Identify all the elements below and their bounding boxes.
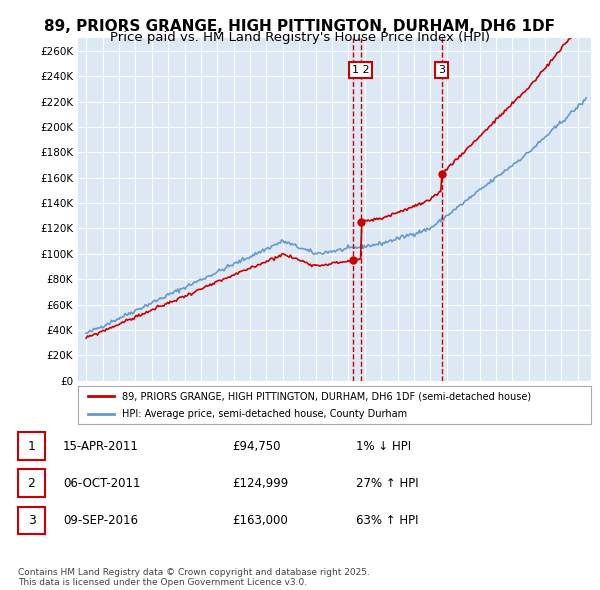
Text: 3: 3 bbox=[28, 514, 35, 527]
Text: 06-OCT-2011: 06-OCT-2011 bbox=[63, 477, 140, 490]
Text: £94,750: £94,750 bbox=[232, 440, 281, 453]
Text: Contains HM Land Registry data © Crown copyright and database right 2025.
This d: Contains HM Land Registry data © Crown c… bbox=[18, 568, 370, 587]
Text: 1: 1 bbox=[28, 440, 35, 453]
Text: 2: 2 bbox=[28, 477, 35, 490]
Text: HPI: Average price, semi-detached house, County Durham: HPI: Average price, semi-detached house,… bbox=[122, 409, 407, 418]
FancyBboxPatch shape bbox=[18, 507, 45, 534]
Text: £163,000: £163,000 bbox=[232, 514, 288, 527]
Text: 15-APR-2011: 15-APR-2011 bbox=[63, 440, 139, 453]
Text: 89, PRIORS GRANGE, HIGH PITTINGTON, DURHAM, DH6 1DF (semi-detached house): 89, PRIORS GRANGE, HIGH PITTINGTON, DURH… bbox=[122, 392, 531, 401]
Text: 3: 3 bbox=[438, 65, 445, 75]
Text: 27% ↑ HPI: 27% ↑ HPI bbox=[356, 477, 419, 490]
Text: 63% ↑ HPI: 63% ↑ HPI bbox=[356, 514, 419, 527]
Text: 1% ↓ HPI: 1% ↓ HPI bbox=[356, 440, 412, 453]
Text: 09-SEP-2016: 09-SEP-2016 bbox=[63, 514, 138, 527]
Text: Price paid vs. HM Land Registry's House Price Index (HPI): Price paid vs. HM Land Registry's House … bbox=[110, 31, 490, 44]
Text: 1 2: 1 2 bbox=[352, 65, 369, 75]
Text: 89, PRIORS GRANGE, HIGH PITTINGTON, DURHAM, DH6 1DF: 89, PRIORS GRANGE, HIGH PITTINGTON, DURH… bbox=[44, 19, 556, 34]
Text: £124,999: £124,999 bbox=[232, 477, 289, 490]
FancyBboxPatch shape bbox=[18, 432, 45, 460]
FancyBboxPatch shape bbox=[18, 470, 45, 497]
